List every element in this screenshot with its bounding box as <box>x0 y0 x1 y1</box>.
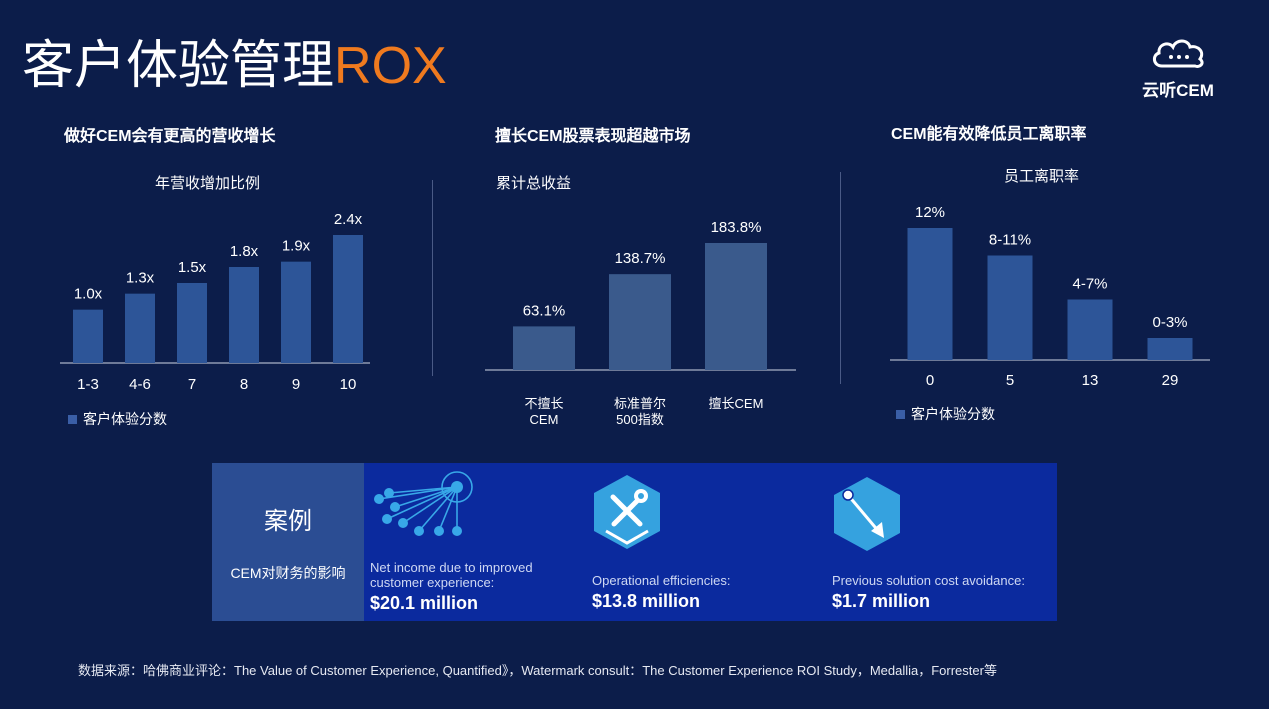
case-item-desc: Operational efficiencies: <box>592 573 731 588</box>
x-tick-label: 1-3 <box>77 376 99 393</box>
data-label: 1.5x <box>178 259 207 276</box>
x-tick-label: 标准普尔 <box>614 396 666 411</box>
cloud-chat-icon <box>1153 39 1204 68</box>
case-subtitle: CEM对财务的影响 <box>230 565 346 581</box>
data-label: 1.9x <box>282 238 311 255</box>
case-item-net-income: Net income due to improved customer expe… <box>370 560 570 614</box>
bar <box>609 274 671 370</box>
data-label: 8-11% <box>989 232 1031 249</box>
legend-label: 客户体验分数 <box>83 411 167 427</box>
x-tick-label: 不擅长 <box>524 396 563 411</box>
page-title: 客户体验管理ROX <box>22 37 447 95</box>
data-label: 1.8x <box>230 243 259 260</box>
case-item-desc: Previous solution cost avoidance: <box>832 573 1025 588</box>
source-footnote: 数据来源：哈佛商业评论：The Value of Customer Experi… <box>78 663 997 678</box>
chart-1-title: 做好CEM会有更高的营收增长 <box>64 128 276 145</box>
x-tick-label: 4-6 <box>129 376 151 393</box>
case-item-value: $20.1 million <box>370 593 479 613</box>
chart-2-subtitle: 累计总收益 <box>496 175 572 192</box>
x-tick-label: CEM <box>530 412 559 427</box>
x-tick-label: 8 <box>240 376 248 393</box>
arrow-icon <box>834 477 900 551</box>
bar <box>987 255 1033 360</box>
data-label: 4-7% <box>1072 276 1107 293</box>
x-tick-label: 0 <box>926 372 934 389</box>
legend-label: 客户体验分数 <box>911 406 995 422</box>
data-label: 2.4x <box>334 211 363 228</box>
bar <box>1147 338 1193 360</box>
x-tick-label: 29 <box>1162 372 1179 389</box>
bar <box>1067 299 1113 360</box>
attrition-chart: 12% 0 8-11% 5 4-7% 13 0-3% 29 <box>890 204 1210 389</box>
divider <box>432 180 433 376</box>
bar <box>73 309 103 363</box>
data-label: 1.3x <box>126 270 155 287</box>
x-tick-label: 擅长CEM <box>709 396 764 411</box>
chart-2-title: 擅长CEM股票表现超越市场 <box>495 128 691 145</box>
bar <box>177 283 207 363</box>
chart-1-subtitle: 年营收增加比例 <box>155 175 261 192</box>
case-item-desc: Net income due to improved customer expe… <box>370 560 533 590</box>
bar <box>907 228 953 360</box>
bar <box>333 235 363 363</box>
tools-icon <box>594 475 660 549</box>
bar <box>229 267 259 363</box>
brand-logo: 云听CEM <box>1136 36 1220 100</box>
network-icon <box>374 471 473 536</box>
x-tick-label: 10 <box>340 376 357 393</box>
divider <box>840 172 841 384</box>
case-item-value: $1.7 million <box>832 591 931 611</box>
x-tick-label: 500指数 <box>616 412 664 427</box>
data-label: 63.1% <box>523 302 566 319</box>
data-label: 12% <box>915 204 945 221</box>
legend-swatch <box>896 409 905 419</box>
revenue-growth-chart: 1.0x 1-3 1.3x 4-6 1.5x 7 1.8x 8 1.9x 9 2.4x 10 <box>60 211 370 393</box>
case-label: 案例 CEM对财务的影响 <box>212 463 364 621</box>
bar <box>281 261 311 363</box>
chart-1-legend: 客户体验分数 <box>68 409 167 429</box>
data-label: 183.8% <box>711 219 762 236</box>
x-tick-label: 5 <box>1006 372 1014 389</box>
x-tick-label: 9 <box>292 376 300 393</box>
case-title: 案例 <box>264 508 312 535</box>
x-tick-label: 13 <box>1082 372 1099 389</box>
data-label: 138.7% <box>615 250 666 267</box>
legend-swatch <box>68 414 77 424</box>
logo-text: 云听CEM <box>1142 81 1214 100</box>
case-item-value: $13.8 million <box>592 591 701 611</box>
case-item-cost-avoidance: Previous solution cost avoidance: $1.7 mi… <box>832 573 1052 612</box>
data-label: 0-3% <box>1152 314 1187 331</box>
chart-3-legend: 客户体验分数 <box>896 404 995 424</box>
chart-3-subtitle: 员工离职率 <box>1004 168 1080 185</box>
case-item-operational: Operational efficiencies: $13.8 million <box>592 573 812 612</box>
bar <box>125 293 155 363</box>
x-tick-label: 7 <box>188 376 196 393</box>
bar <box>705 243 767 370</box>
data-label: 1.0x <box>74 286 103 303</box>
chart-3-title: CEM能有效降低员工离职率 <box>891 126 1087 143</box>
bar <box>513 326 575 370</box>
